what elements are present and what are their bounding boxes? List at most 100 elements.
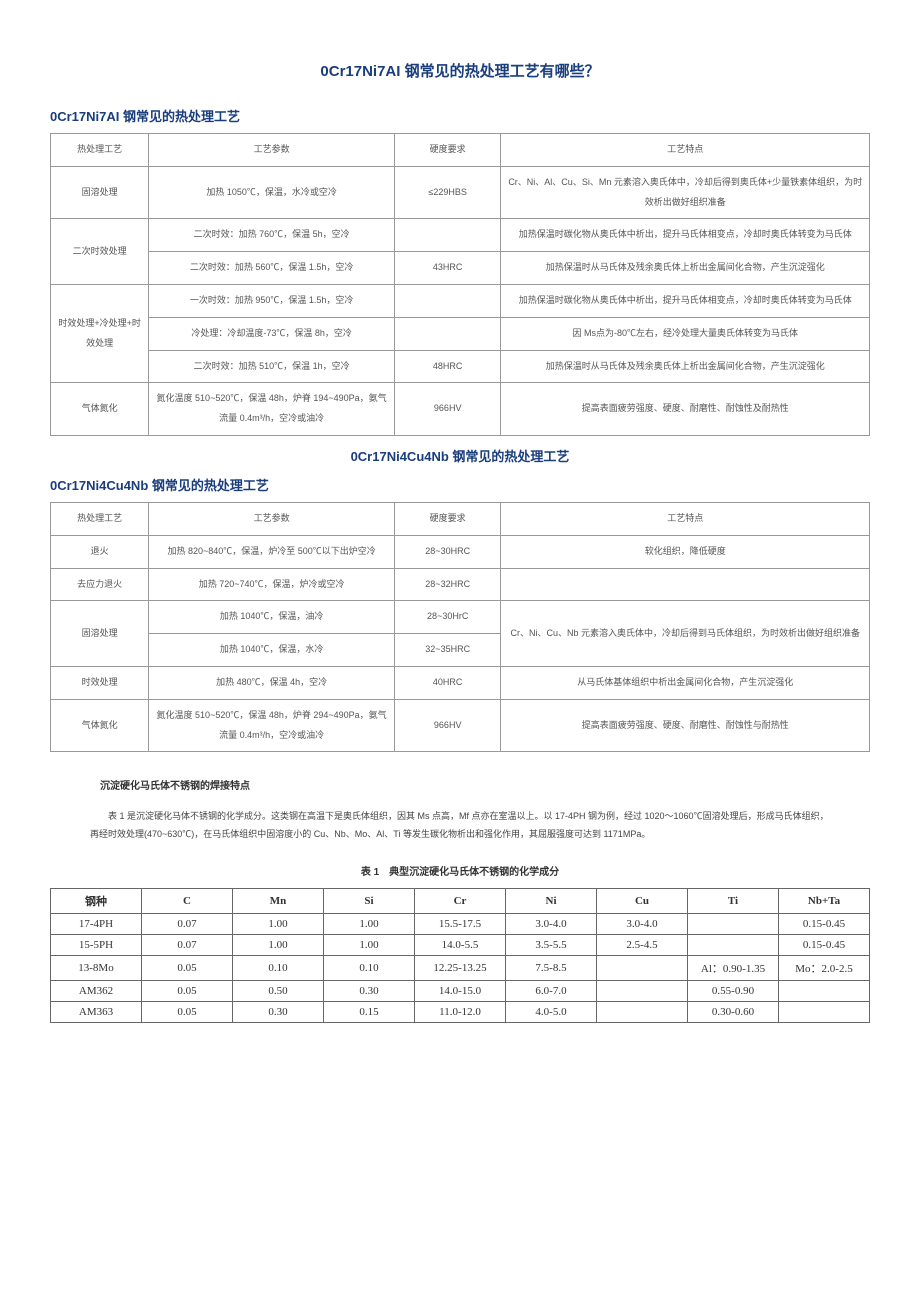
table-row: 时效处理 加热 480℃，保温 4h，空冷 40HRC 从马氏体基体组织中析出金… xyxy=(51,666,870,699)
td: 固溶处理 xyxy=(51,601,149,667)
td: 加热 1050℃，保温，水冷或空冷 xyxy=(149,166,395,219)
td: AM363 xyxy=(51,1002,142,1023)
td: 从马氏体基体组织中析出金属间化合物，产生沉淀强化 xyxy=(501,666,870,699)
td xyxy=(597,1002,688,1023)
th: 工艺参数 xyxy=(149,134,395,167)
th: Si xyxy=(324,889,415,914)
td: 28~30HrC xyxy=(394,601,500,634)
td: 二次时效处理 xyxy=(51,219,149,285)
td: 0.15-0.45 xyxy=(779,935,870,956)
td xyxy=(501,568,870,601)
td xyxy=(394,284,500,317)
th: 工艺特点 xyxy=(501,502,870,535)
table-row: 冷处理：冷却温度-73℃，保温 8h，空冷 因 Ms点为-80℃左右，经冷处理大… xyxy=(51,317,870,350)
td: 0.50 xyxy=(233,981,324,1002)
subtitle2: 0Cr17Ni4Cu4Nb 钢常见的热处理工艺 xyxy=(50,446,870,465)
td xyxy=(688,935,779,956)
td xyxy=(394,219,500,252)
td: 0.05 xyxy=(142,956,233,981)
th: Cr xyxy=(415,889,506,914)
table-row: 二次时效处理 二次时效：加热 760℃，保温 5h，空冷 加热保温时碳化物从奥氏… xyxy=(51,219,870,252)
td: 3.5-5.5 xyxy=(506,935,597,956)
table-header-row: 热处理工艺 工艺参数 硬度要求 工艺特点 xyxy=(51,502,870,535)
main-title: 0Cr17Ni7AI 钢常见的热处理工艺有哪些？ xyxy=(50,60,870,81)
td: 48HRC xyxy=(394,350,500,383)
td: 加热保温时碳化物从奥氏体中析出，提升马氏体相变点，冷却时奥氏体转变为马氏体 xyxy=(501,284,870,317)
td: 14.0-5.5 xyxy=(415,935,506,956)
td: 1.00 xyxy=(324,914,415,935)
td: 11.0-12.0 xyxy=(415,1002,506,1023)
td: 加热 1040℃，保温，油冷 xyxy=(149,601,395,634)
table3: 钢种 C Mn Si Cr Ni Cu Ti Nb+Ta 17-4PH 0.07… xyxy=(50,888,870,1023)
td: 2.5-4.5 xyxy=(597,935,688,956)
td xyxy=(779,1002,870,1023)
table-row: 去应力退火 加热 720~740℃，保温，炉冷或空冷 28~32HRC xyxy=(51,568,870,601)
td xyxy=(597,981,688,1002)
td: 966HV xyxy=(394,699,500,752)
table-row: 15-5PH 0.07 1.00 1.00 14.0-5.5 3.5-5.5 2… xyxy=(51,935,870,956)
td: 气体氮化 xyxy=(51,383,149,436)
table-row: 固溶处理 加热 1040℃，保温，油冷 28~30HrC Cr、Ni、Cu、Nb… xyxy=(51,601,870,634)
td: 7.5-8.5 xyxy=(506,956,597,981)
td: 43HRC xyxy=(394,252,500,285)
td: 0.05 xyxy=(142,981,233,1002)
td: 提高表面疲劳强度、硬度、耐磨性、耐蚀性及耐热性 xyxy=(501,383,870,436)
th: 硬度要求 xyxy=(394,134,500,167)
table-header-row: 钢种 C Mn Si Cr Ni Cu Ti Nb+Ta xyxy=(51,889,870,914)
table-row: 17-4PH 0.07 1.00 1.00 15.5-17.5 3.0-4.0 … xyxy=(51,914,870,935)
td: Mo：2.0-2.5 xyxy=(779,956,870,981)
td: 气体氮化 xyxy=(51,699,149,752)
td: 加热 820~840℃，保温，炉冷至 500℃以下出炉空冷 xyxy=(149,535,395,568)
td: 退火 xyxy=(51,535,149,568)
th: 硬度要求 xyxy=(394,502,500,535)
th: Nb+Ta xyxy=(779,889,870,914)
td: 13-8Mo xyxy=(51,956,142,981)
td: 加热 1040℃，保温，水冷 xyxy=(149,634,395,667)
th: 工艺参数 xyxy=(149,502,395,535)
td: 加热保温时从马氏体及残余奥氏体上析出金属间化合物，产生沉淀强化 xyxy=(501,350,870,383)
td: 加热 720~740℃，保温，炉冷或空冷 xyxy=(149,568,395,601)
td: 1.00 xyxy=(324,935,415,956)
th: 钢种 xyxy=(51,889,142,914)
td: 软化组织，降低硬度 xyxy=(501,535,870,568)
td: 40HRC xyxy=(394,666,500,699)
td: Al：0.90-1.35 xyxy=(688,956,779,981)
td xyxy=(688,914,779,935)
td: 15.5-17.5 xyxy=(415,914,506,935)
td: 28~30HRC xyxy=(394,535,500,568)
sub-heading: 沉淀硬化马氏体不锈钢的焊接特点 xyxy=(100,777,870,792)
td: 17-4PH xyxy=(51,914,142,935)
td: 一次时效：加热 950℃，保温 1.5h，空冷 xyxy=(149,284,395,317)
table-row: AM363 0.05 0.30 0.15 11.0-12.0 4.0-5.0 0… xyxy=(51,1002,870,1023)
th: Cu xyxy=(597,889,688,914)
table-row: 13-8Mo 0.05 0.10 0.10 12.25-13.25 7.5-8.… xyxy=(51,956,870,981)
table-row: 时效处理+冷处理+时效处理 一次时效：加热 950℃，保温 1.5h，空冷 加热… xyxy=(51,284,870,317)
td: AM362 xyxy=(51,981,142,1002)
td: 28~32HRC xyxy=(394,568,500,601)
td: 1.00 xyxy=(233,935,324,956)
td xyxy=(597,956,688,981)
td xyxy=(394,317,500,350)
table-row: 固溶处理 加热 1050℃，保温，水冷或空冷 ≤229HBS Cr、Ni、Al、… xyxy=(51,166,870,219)
td: 15-5PH xyxy=(51,935,142,956)
td: 固溶处理 xyxy=(51,166,149,219)
table-row: AM362 0.05 0.50 0.30 14.0-15.0 6.0-7.0 0… xyxy=(51,981,870,1002)
td: 时效处理 xyxy=(51,666,149,699)
td: 4.0-5.0 xyxy=(506,1002,597,1023)
td: 0.10 xyxy=(324,956,415,981)
td: 32~35HRC xyxy=(394,634,500,667)
td: 0.07 xyxy=(142,935,233,956)
th: C xyxy=(142,889,233,914)
table-row: 二次时效：加热 510℃，保温 1h，空冷 48HRC 加热保温时从马氏体及残余… xyxy=(51,350,870,383)
td: 冷处理：冷却温度-73℃，保温 8h，空冷 xyxy=(149,317,395,350)
th: Ti xyxy=(688,889,779,914)
th: 工艺特点 xyxy=(501,134,870,167)
table3-caption: 表 1 典型沉淀硬化马氏体不锈钢的化学成分 xyxy=(50,863,870,878)
td: 0.30 xyxy=(324,981,415,1002)
td: 加热保温时从马氏体及残余奥氏体上析出金属间化合物，产生沉淀强化 xyxy=(501,252,870,285)
td: 二次时效：加热 560℃，保温 1.5h，空冷 xyxy=(149,252,395,285)
td: 6.0-7.0 xyxy=(506,981,597,1002)
td: 0.15 xyxy=(324,1002,415,1023)
td: 0.05 xyxy=(142,1002,233,1023)
td: 0.07 xyxy=(142,914,233,935)
